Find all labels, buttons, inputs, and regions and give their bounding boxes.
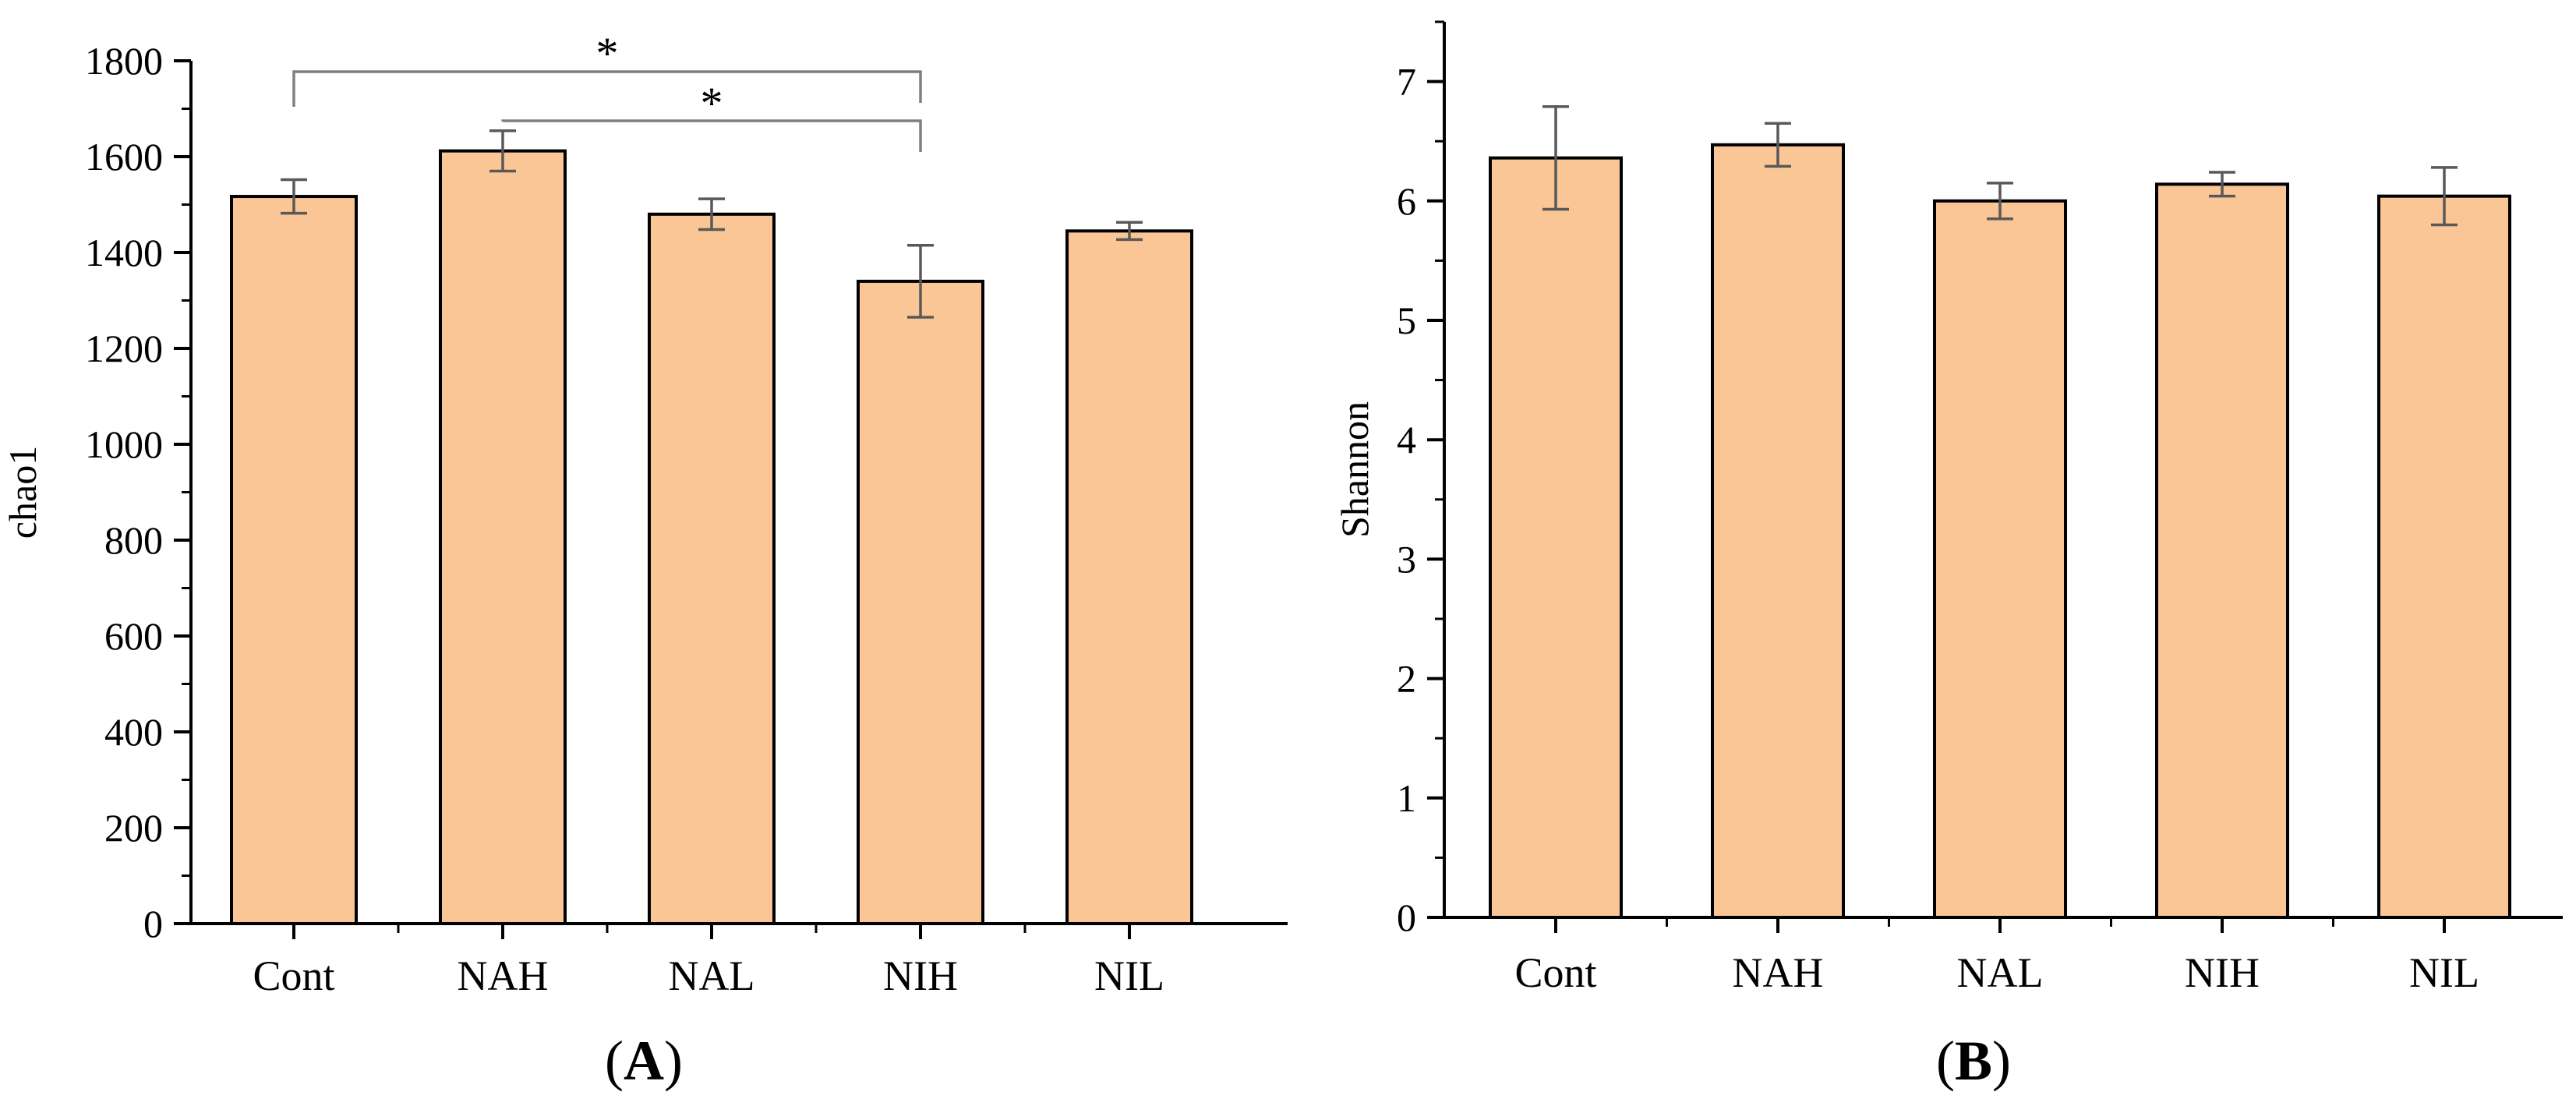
chart-b-x-label-cont: Cont <box>1514 949 1596 996</box>
chart-a-error-bar-nih <box>907 244 934 319</box>
chart-b-error-bar-nih <box>2209 171 2235 198</box>
chart-a-x-label-nah: NAH <box>458 952 549 999</box>
chart-a-y-tick-label: 200 <box>104 806 163 850</box>
chart-a-error-bar-cont <box>281 178 307 215</box>
chart-a: 0 200 400 600 800 1000 1200 1400 1600 1800 Cont NAH… <box>1 28 1288 999</box>
chart-b-y-tick-label: 0 <box>1397 896 1416 939</box>
chart-a-error-bar-nah <box>489 129 516 173</box>
chart-a-y-tick-label: 800 <box>104 518 163 562</box>
chart-a-significance-star: * <box>596 28 619 79</box>
panel-label-b: (B) <box>1936 1030 2011 1092</box>
chart-b-y-tick-label: 1 <box>1397 776 1416 820</box>
chart-b-y-tick-label: 7 <box>1397 60 1416 104</box>
chart-b-bar-cont <box>1489 156 1623 919</box>
chart-b-y-tick-label: 5 <box>1397 299 1416 342</box>
chart-a-bar-nih <box>857 279 984 925</box>
chart-b-y-tick-label: 3 <box>1397 537 1416 581</box>
chart-b-bar-nal <box>1933 199 2067 919</box>
chart-a-bar-nah <box>439 149 567 925</box>
chart-a-error-bar-nal <box>698 197 725 231</box>
chart-b-y-axis-title: Shannon <box>1333 401 1376 538</box>
chart-a-y-tick-label: 600 <box>104 614 163 658</box>
chart-a-x-label-nil: NIL <box>1094 952 1164 999</box>
chart-a-y-tick-label: 1400 <box>85 231 163 274</box>
chart-a-y-tick-label: 0 <box>143 902 163 945</box>
chart-a-y-tick-label: 1000 <box>85 422 163 466</box>
chart-b-x-label-nih: NIH <box>2185 949 2260 996</box>
chart-a-bar-nal <box>648 212 776 925</box>
chart-a-significance-bracket <box>292 70 922 107</box>
chart-a-x-label-nih: NIH <box>883 952 958 999</box>
chart-a-significance-bracket <box>501 119 922 152</box>
chart-b-x-label-nil: NIL <box>2409 949 2479 996</box>
chart-b: 0 1 2 3 4 5 6 7 Cont NAH NAL NIH NIL Shannon <box>1333 20 2563 996</box>
chart-b-x-label-nal: NAL <box>1957 949 2044 996</box>
chart-a-significance-star: * <box>701 78 723 129</box>
chart-a-y-tick-label: 1800 <box>85 39 163 83</box>
chart-b-error-bar-nal <box>1987 182 2013 221</box>
chart-b-y-tick-label: 4 <box>1397 418 1416 461</box>
chart-b-bar-nah <box>1711 143 1845 919</box>
chart-a-x-label-cont: Cont <box>253 952 334 999</box>
chart-b-y-tick-label: 2 <box>1397 657 1416 701</box>
chart-a-bar-cont <box>230 195 358 926</box>
chart-b-y-tick-label: 6 <box>1397 179 1416 223</box>
chart-b-bar-nil <box>2377 194 2511 919</box>
chart-b-bar-nih <box>2155 182 2289 920</box>
chart-a-y-tick-label: 1200 <box>85 327 163 370</box>
chart-a-y-axis-title: chao1 <box>1 446 44 539</box>
chart-b-error-bar-nil <box>2431 166 2458 227</box>
panel-label-a: (A) <box>605 1030 683 1092</box>
chart-a-y-tick-label: 1600 <box>85 135 163 178</box>
chart-b-error-bar-cont <box>1542 105 1569 211</box>
chart-a-x-label-nal: NAL <box>669 952 755 999</box>
chart-b-error-bar-nah <box>1765 122 1791 168</box>
chart-a-bar-nil <box>1065 229 1193 925</box>
chart-a-error-bar-nil <box>1116 221 1143 242</box>
chart-b-x-label-nah: NAH <box>1733 949 1824 996</box>
chart-a-y-tick-label: 400 <box>104 710 163 754</box>
